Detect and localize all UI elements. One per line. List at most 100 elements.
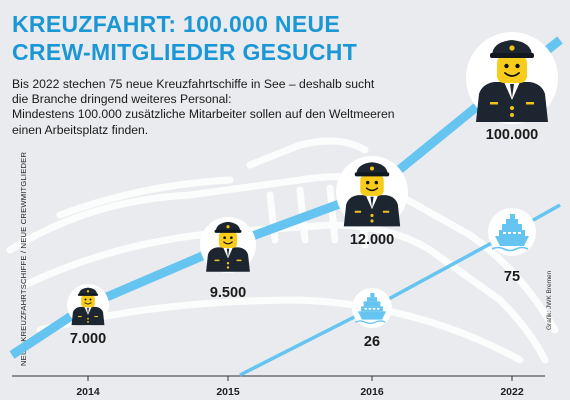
captain-hat-brim	[214, 229, 242, 233]
ship-window	[368, 308, 372, 310]
x-tick-label-2022: 2022	[500, 386, 524, 398]
captain-head	[81, 294, 95, 308]
captain-tie	[370, 196, 374, 208]
captain-eye	[89, 298, 92, 301]
ship-bridge	[367, 297, 377, 302]
title-line-2: CREW-MITGLIEDER GESUCHT	[12, 39, 358, 65]
captain-smile	[365, 187, 379, 192]
captain-button	[87, 320, 89, 323]
subtitle-line-1: Bis 2022 stechen 75 neue Kreuzfahrtschif…	[12, 77, 375, 91]
captain-eye	[365, 180, 370, 185]
subtitle-line-4: einen Arbeitsplatz finden.	[12, 122, 149, 137]
captain-button	[226, 266, 230, 269]
captain-tie	[510, 84, 514, 98]
captain-stripe	[490, 102, 498, 105]
page-title: KREUZFAHRT: 100.000 NEUE CREW-MITGLIEDER…	[12, 10, 452, 66]
captain-hat-badge	[369, 166, 375, 171]
captain-tie	[226, 248, 230, 258]
captain-head	[360, 174, 384, 196]
captain-figure	[343, 162, 401, 227]
ship-window	[513, 232, 516, 234]
captain-eye	[504, 63, 509, 69]
captain-smile	[504, 72, 520, 77]
captain-button	[370, 219, 374, 223]
captain-stripe	[94, 315, 99, 318]
captain-minifigure-icon	[67, 284, 109, 326]
x-tick-label-2014: 2014	[76, 386, 100, 398]
x-tick-label-2016: 2016	[360, 386, 384, 398]
captain-stripe	[382, 210, 390, 213]
captain-eye	[84, 298, 87, 301]
captain-torso	[206, 247, 250, 272]
captain-figure	[71, 287, 105, 326]
captain-eye	[230, 236, 233, 240]
captain-hat-brim	[354, 172, 390, 177]
captain-torso	[71, 306, 105, 326]
captain-smile	[223, 241, 233, 245]
captain-button	[510, 106, 514, 110]
captain-minifigure-icon	[466, 32, 558, 124]
captain-figure	[206, 221, 250, 272]
captain-head	[218, 231, 238, 249]
captain-hat-brim	[490, 53, 534, 58]
ship-hull	[357, 311, 387, 320]
subtitle-line-3: Mindestens 100.000 zusätzliche Mitarbeit…	[12, 107, 395, 122]
ship-figure	[355, 293, 387, 325]
captain-button	[226, 262, 230, 265]
ship-funnel	[510, 214, 515, 219]
captain-eye	[223, 236, 226, 240]
captain-hat-badge	[226, 225, 230, 229]
ship-window	[372, 308, 376, 310]
ship-figure	[491, 214, 529, 252]
data-label-ships-2022: 75	[504, 269, 520, 285]
cruise-ship-icon	[352, 288, 392, 328]
captain-figure	[476, 40, 548, 122]
ship-window	[503, 232, 506, 234]
series-line-ships	[239, 203, 561, 377]
data-label-ships-2016: 26	[364, 334, 380, 350]
captain-stripe	[77, 315, 82, 318]
ship-deck	[363, 301, 381, 307]
captain-tie	[87, 307, 89, 315]
ship-funnel	[370, 293, 375, 298]
captain-hat-badge	[509, 45, 515, 51]
data-label-crew-2016: 12.000	[350, 232, 394, 248]
subtitle: Bis 2022 stechen 75 neue Kreuzfahrtschif…	[12, 77, 432, 138]
captain-stripe	[214, 259, 220, 262]
ship-window	[377, 308, 380, 310]
captain-button	[510, 113, 514, 117]
captain-stripe	[526, 102, 534, 105]
captain-button	[370, 213, 374, 218]
captain-eye	[515, 63, 520, 69]
data-label-crew-2014: 7.000	[70, 331, 106, 347]
captain-head	[497, 56, 527, 83]
data-label-crew-2022: 100.000	[486, 127, 538, 143]
title-line-1: KREUZFAHRT: 100.000 NEUE	[12, 11, 341, 37]
ship-deck	[502, 224, 522, 230]
ship-wave	[355, 320, 386, 325]
ship-deck	[499, 230, 525, 236]
captain-button	[87, 317, 89, 320]
subtitle-line-2: die Branche dringend weiteres Personal:	[12, 92, 232, 107]
captain-hat-badge	[86, 290, 90, 293]
ship-deck	[361, 306, 383, 312]
ship-window	[518, 232, 521, 234]
captain-torso	[343, 195, 401, 227]
x-tick-label-2015: 2015	[216, 386, 240, 398]
ship-hull	[495, 236, 529, 246]
data-label-crew-2015: 9.500	[210, 285, 246, 301]
captain-minifigure-icon	[200, 217, 256, 273]
captain-smile	[84, 302, 92, 305]
ship-bridge	[506, 219, 518, 224]
ship-window	[508, 232, 511, 234]
captain-eye	[374, 180, 379, 185]
ship-window	[364, 308, 367, 310]
ship-wave	[491, 246, 529, 252]
cruise-ship-icon	[488, 208, 536, 256]
captain-torso	[476, 82, 548, 122]
captain-minifigure-icon	[336, 156, 408, 228]
captain-stripe	[236, 259, 242, 262]
captain-stripe	[354, 210, 362, 213]
captain-hat-brim	[77, 293, 99, 296]
